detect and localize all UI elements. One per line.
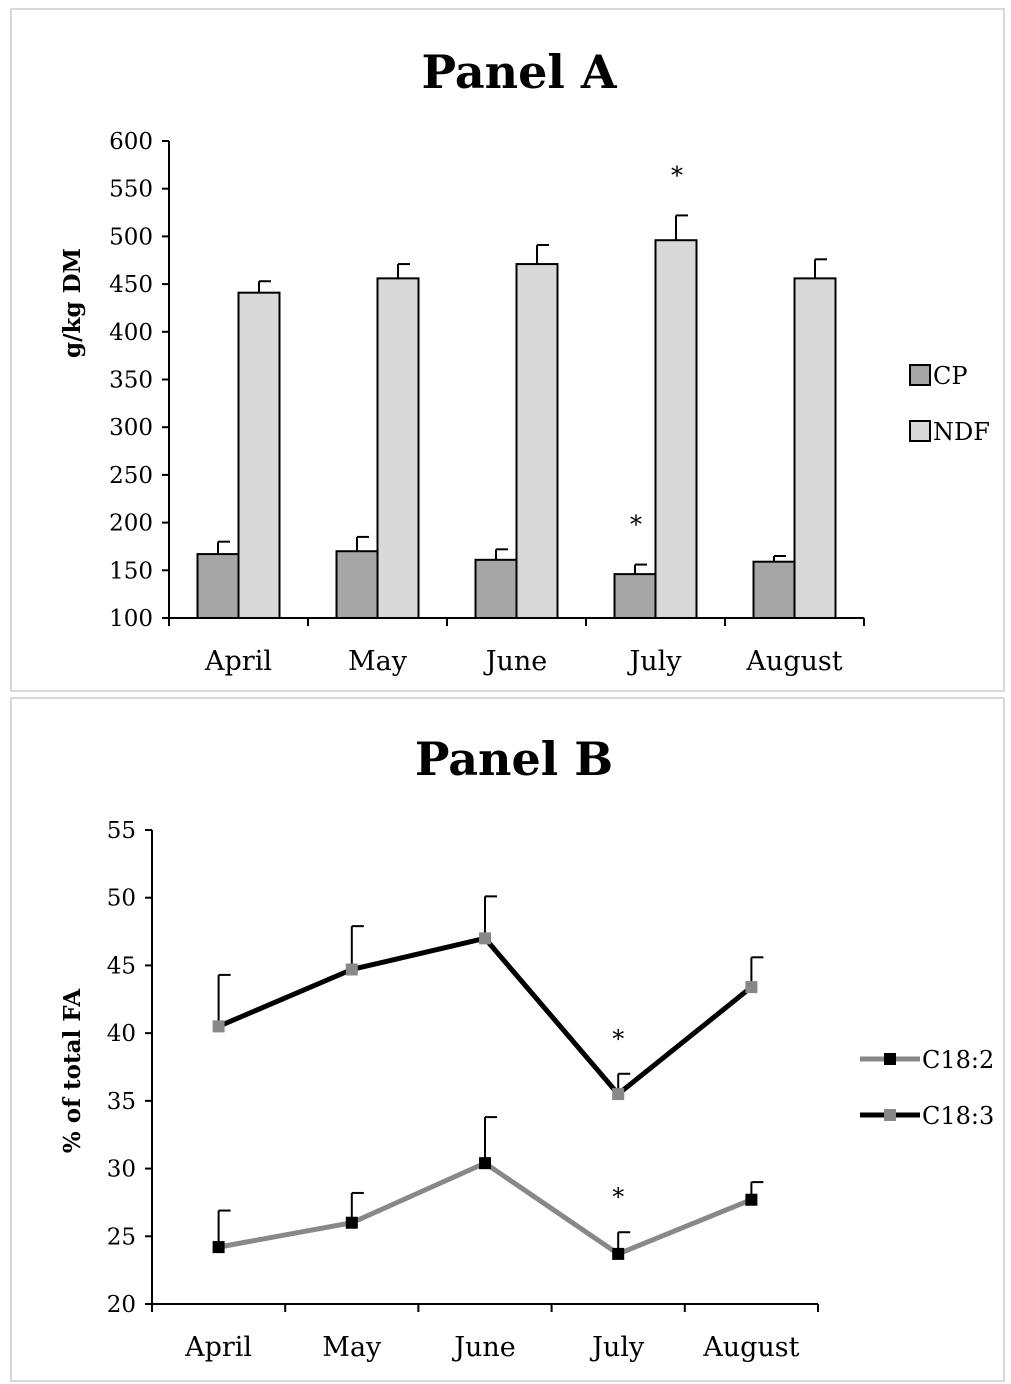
- panel-b-y-ticks: 20 25 30 35 40 45 50 55: [107, 818, 152, 1318]
- panel-b-y-tick-label: 25: [107, 1224, 136, 1250]
- marker-c18-2-august: [745, 1193, 758, 1206]
- panel-b-category-label: May: [322, 1332, 382, 1363]
- panel-a-title: Panel A: [421, 45, 617, 99]
- panel-b-y-axis-label: % of total FA: [59, 988, 86, 1153]
- bar-ndf-august: [793, 277, 837, 619]
- panel-b-error-bars: [217, 895, 764, 1254]
- series-line-c18-3: [217, 935, 753, 1097]
- legend-label-c18-2: C18:2: [922, 1046, 994, 1074]
- panel-a-y-tick-label: 300: [109, 415, 153, 441]
- panel-b-category-label: August: [702, 1332, 799, 1363]
- panel-a-category-label: June: [483, 646, 548, 677]
- significance-star: *: [630, 511, 642, 539]
- panel-b-category-label: April: [184, 1332, 252, 1363]
- panel-a-bars: [196, 239, 837, 620]
- panel-a-y-tick-label: 550: [109, 177, 153, 203]
- panel-b-chart: Panel B % of total FA 20 25 30 35 40 45 50 55 A…: [59, 732, 994, 1363]
- panel-a-category-label: August: [745, 646, 842, 677]
- marker-c18-3-august: [745, 981, 758, 994]
- panel-b-y-tick-label: 30: [107, 1157, 136, 1183]
- marker-c18-2-july: [612, 1247, 625, 1260]
- panel-b-y-tick-label: 45: [107, 953, 136, 979]
- series-line-c18-2: [218, 1160, 753, 1257]
- significance-star: *: [612, 1183, 624, 1211]
- panel-b-lines: [217, 935, 753, 1257]
- bar-ndf-july: [654, 239, 698, 619]
- marker-c18-3-july: [612, 1088, 625, 1101]
- legend-marker-c18-2: [884, 1053, 896, 1065]
- bar-ndf-may: [376, 277, 420, 619]
- panel-a-y-tick-label: 100: [109, 606, 153, 632]
- marker-c18-2-may: [345, 1216, 358, 1229]
- legend-label-cp: CP: [933, 362, 968, 390]
- legend-swatch-ndf: [909, 420, 931, 442]
- panel-a-category-label: May: [348, 646, 408, 677]
- panel-a-error-bars: [217, 214, 827, 575]
- panel-b-y-tick-label: 50: [107, 886, 136, 912]
- panel-b-legend: C18:2 C18:3: [860, 1046, 994, 1130]
- panel-a-chart: Panel A g/kg DM 100 150 200 250 300 350 400 450…: [59, 45, 990, 677]
- bar-cp-august: [752, 560, 796, 619]
- panel-a-y-tick-label: 450: [109, 272, 153, 298]
- bar-cp-may: [335, 550, 379, 619]
- panel-a-y-tick-label: 600: [109, 129, 153, 155]
- bar-ndf-april: [237, 291, 281, 619]
- panel-b-y-tick-label: 20: [107, 1292, 136, 1318]
- panel-b-axes: [151, 830, 818, 1305]
- panel-a-y-tick-label: 200: [109, 511, 153, 537]
- panel-a: Panel A g/kg DM 100 150 200 250 300 350 400 450…: [10, 8, 1005, 692]
- panel-b-category-label: July: [589, 1332, 645, 1363]
- panel-a-category-labels: April May June July August: [168, 618, 865, 677]
- panel-a-y-tick-label: 250: [109, 463, 153, 489]
- panel-b-annotations: **: [612, 1025, 624, 1211]
- panel-a-y-tick-label: 400: [109, 320, 153, 346]
- bar-ndf-june: [515, 263, 559, 619]
- panel-a-y-tick-label: 350: [109, 368, 153, 394]
- marker-c18-2-april: [212, 1241, 225, 1254]
- panel-a-annotations: **: [630, 161, 683, 538]
- panel-b-category-label: June: [451, 1332, 516, 1363]
- panel-b-category-labels: April May June July August: [151, 1304, 819, 1363]
- marker-c18-3-may: [345, 963, 358, 976]
- legend-label-ndf: NDF: [933, 418, 990, 446]
- panel-b: Panel B % of total FA 20 25 30 35 40 45 50 55 A…: [10, 697, 1005, 1382]
- panel-b-y-tick-label: 35: [107, 1089, 136, 1115]
- bar-cp-april: [196, 553, 240, 619]
- significance-star: *: [671, 161, 683, 189]
- marker-c18-3-april: [212, 1020, 225, 1033]
- marker-c18-2-june: [479, 1157, 491, 1170]
- marker-c18-3-june: [479, 932, 491, 945]
- panel-a-y-ticks: 100 150 200 250 300 350 400 450 500 550 600: [109, 129, 169, 632]
- bar-cp-june: [474, 558, 518, 620]
- panel-b-y-tick-label: 55: [107, 818, 136, 844]
- panel-a-y-tick-label: 500: [109, 224, 153, 250]
- legend-swatch-cp: [909, 364, 931, 386]
- panel-a-category-label: July: [626, 646, 682, 677]
- panel-a-legend: CP NDF: [909, 362, 990, 446]
- panel-a-y-tick-label: 150: [109, 558, 153, 584]
- legend-label-c18-3: C18:3: [922, 1102, 994, 1130]
- bar-cp-july: [613, 573, 657, 620]
- panel-b-y-tick-label: 40: [107, 1021, 136, 1047]
- panel-a-y-axis-label: g/kg DM: [59, 248, 86, 358]
- significance-star: *: [612, 1025, 624, 1053]
- legend-marker-c18-3: [884, 1109, 896, 1121]
- panel-b-title: Panel B: [415, 732, 613, 786]
- panel-b-markers: [212, 932, 758, 1260]
- panel-a-category-label: April: [204, 646, 272, 677]
